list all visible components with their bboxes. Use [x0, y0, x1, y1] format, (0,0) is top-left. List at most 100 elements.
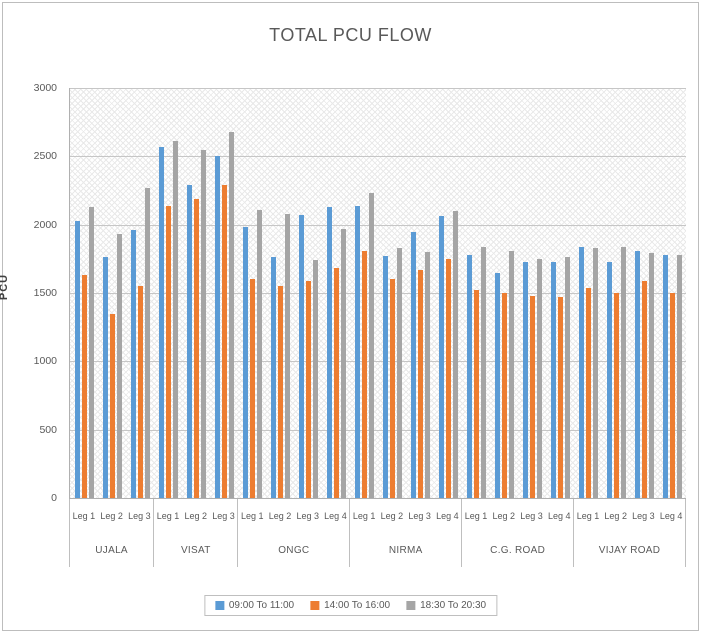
leg-label: Leg 1 [576, 511, 600, 521]
bar [214, 156, 220, 498]
y-tick-label: 1500 [33, 287, 57, 299]
gridlines [70, 88, 686, 498]
leg-label: Leg 3 [408, 511, 431, 521]
leg-cluster [154, 88, 182, 498]
bar [298, 215, 304, 498]
bar [676, 254, 682, 498]
leg-label: Leg 3 [520, 511, 543, 521]
bar [564, 257, 570, 498]
leg-label-row: Leg 1 Leg 2 Leg 3 Leg 4 [462, 499, 573, 533]
gridline [70, 88, 686, 89]
legend-item: 18:30 To 20:30 [406, 600, 486, 611]
bar [165, 205, 171, 498]
leg-cluster [546, 88, 574, 498]
leg-label-row: Leg 1 Leg 2 Leg 3 [154, 499, 237, 533]
bar [284, 213, 290, 498]
bar [361, 250, 367, 498]
group-label: ONGC [278, 544, 310, 556]
leg-label: Leg 2 [380, 511, 404, 521]
bar [249, 279, 255, 498]
leg-cluster [70, 88, 98, 498]
leg-label: Leg 3 [632, 511, 655, 521]
leg-label: Leg 2 [268, 511, 292, 521]
leg-label: Leg 1 [156, 511, 180, 521]
bar [592, 247, 598, 498]
bar [522, 261, 528, 498]
leg-label-row: Leg 1 Leg 2 Leg 3 Leg 4 [574, 499, 685, 533]
bar [221, 185, 227, 498]
group-label: UJALA [95, 544, 128, 556]
bar [277, 286, 283, 498]
gridline [70, 361, 686, 363]
leg-cluster [294, 88, 322, 498]
leg-label: Leg 3 [296, 511, 319, 521]
axis-group-vijay-road: Leg 1 Leg 2 Leg 3 Leg 4 VIJAY ROAD [574, 499, 686, 567]
bar [508, 250, 514, 498]
bar [340, 228, 346, 498]
axis-group-nirma: Leg 1 Leg 2 Leg 3 Leg 4 NIRMA [350, 499, 463, 567]
bar [613, 293, 619, 498]
bar [641, 280, 647, 498]
leg-label: Leg 3 [128, 511, 151, 521]
leg-cluster [658, 88, 686, 498]
bar [109, 313, 115, 498]
bar [417, 269, 423, 498]
leg-label: Leg 4 [659, 511, 683, 521]
bar [669, 293, 675, 498]
bar [557, 297, 563, 498]
bar [473, 290, 479, 498]
leg-label-row: Leg 1 Leg 2 Leg 3 Leg 4 [238, 499, 349, 533]
legend-label: 14:00 To 16:00 [324, 600, 391, 611]
leg-cluster [406, 88, 434, 498]
leg-label: Leg 3 [212, 511, 235, 521]
legend-item: 09:00 To 11:00 [214, 600, 294, 611]
axis-group-ongc: Leg 1 Leg 2 Leg 3 Leg 4 ONGC [238, 499, 351, 567]
bar [634, 250, 640, 498]
bar [368, 193, 374, 498]
bar [410, 231, 416, 498]
y-tick-label: 0 [51, 492, 57, 504]
leg-label: Leg 1 [464, 511, 488, 521]
bars-container [70, 88, 686, 498]
leg-label: Leg 1 [72, 511, 96, 521]
group-label: C.G. ROAD [490, 544, 546, 556]
x-axis: Leg 1 Leg 2 Leg 3 UJALA Leg 1 Leg 2 Leg 3 VISAT… [69, 499, 686, 567]
legend-swatch-icon [214, 601, 224, 610]
bar-group-ongc [238, 88, 350, 498]
leg-cluster [98, 88, 126, 498]
y-tick-label: 500 [39, 423, 57, 436]
bar [606, 261, 612, 498]
leg-cluster [490, 88, 518, 498]
bar [193, 198, 199, 498]
legend-swatch-icon [310, 601, 320, 610]
group-label: NIRMA [388, 544, 423, 556]
gridline [70, 429, 686, 431]
bar [480, 246, 486, 498]
bar [529, 295, 535, 498]
bar [326, 206, 332, 498]
bar [550, 261, 556, 498]
leg-cluster [518, 88, 546, 498]
bar [396, 247, 402, 498]
bar [382, 256, 388, 498]
legend: 09:00 To 11:00 14:00 To 16:00 18:30 To 20:… [203, 595, 498, 616]
leg-cluster [350, 88, 378, 498]
leg-label: Leg 2 [492, 511, 516, 521]
leg-label: Leg 1 [352, 511, 376, 521]
gridline [70, 224, 686, 226]
bar [501, 293, 507, 498]
leg-cluster [210, 88, 238, 498]
bar [333, 268, 339, 498]
leg-cluster [462, 88, 490, 498]
leg-label-row: Leg 1 Leg 2 Leg 3 Leg 4 [350, 499, 461, 533]
bar [116, 234, 122, 498]
y-tick-label: 2000 [33, 218, 57, 231]
axis-group-visat: Leg 1 Leg 2 Leg 3 VISAT [154, 499, 239, 567]
leg-label: Leg 1 [240, 511, 264, 521]
bar [305, 280, 311, 498]
legend-swatch-icon [406, 601, 416, 610]
legend-label: 18:30 To 20:30 [420, 600, 487, 611]
leg-cluster [182, 88, 210, 498]
